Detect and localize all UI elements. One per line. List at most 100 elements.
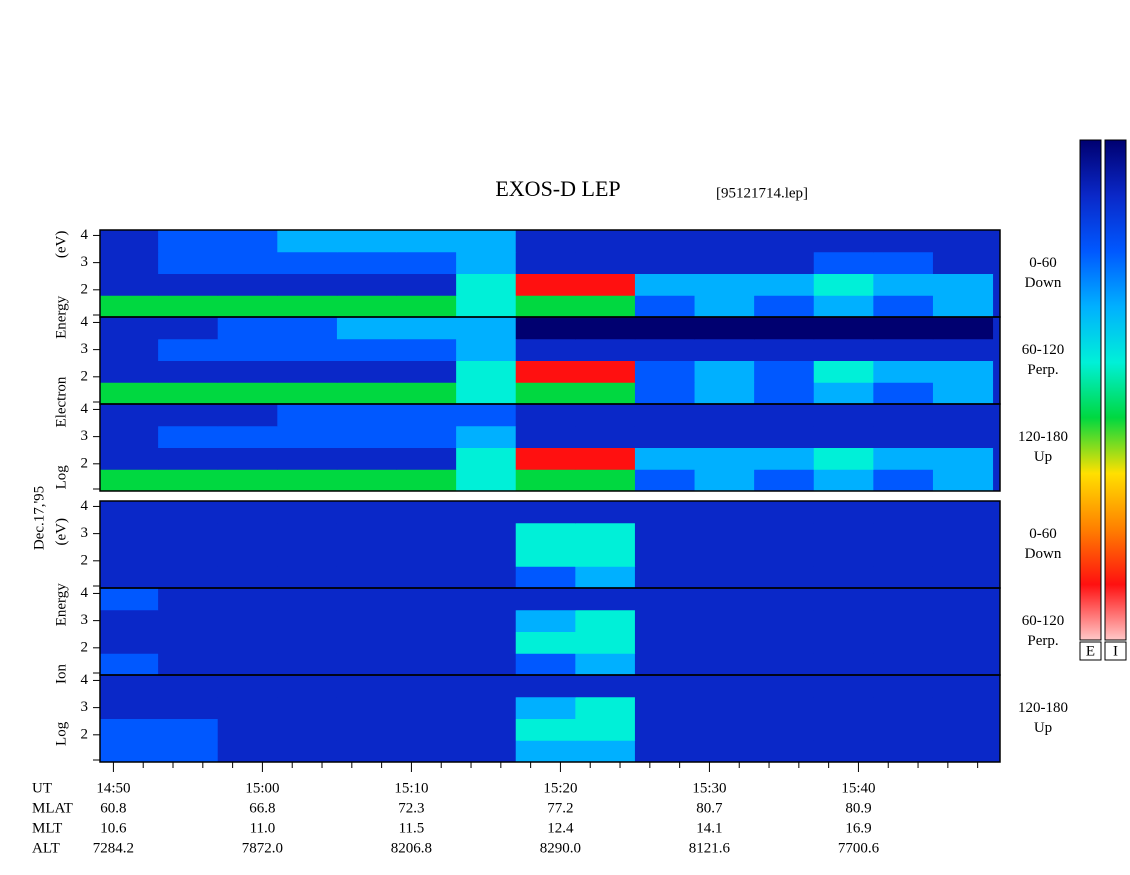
- ephemeris-row-label: MLAT: [32, 800, 73, 816]
- heatmap-cell: [217, 360, 278, 383]
- heatmap-cell: [575, 566, 636, 589]
- heatmap-cell: [158, 273, 219, 296]
- heatmap-cell: [456, 230, 517, 253]
- heatmap-cell: [575, 447, 636, 470]
- heatmap-cell: [575, 230, 636, 253]
- heatmap-cell: [277, 425, 338, 448]
- heatmap-cell: [873, 740, 934, 763]
- heatmap-cell: [100, 447, 159, 470]
- panel-label: 60-120: [1022, 613, 1065, 629]
- heatmap-cell: [634, 631, 696, 654]
- heatmap-cell: [813, 718, 874, 741]
- heatmap-cell: [932, 501, 994, 524]
- colorbar-label-box: [1079, 641, 1102, 661]
- y-tick-label: 4: [81, 672, 89, 688]
- heatmap-cell: [634, 273, 696, 296]
- colorbar-label: I: [1113, 643, 1118, 659]
- heatmap-cell: [634, 338, 696, 361]
- heatmap-cell: [873, 295, 934, 318]
- heatmap-cell: [515, 588, 576, 611]
- heatmap-cell: [515, 382, 576, 405]
- heatmap-cell: [932, 447, 994, 470]
- heatmap-cell: [100, 544, 159, 567]
- heatmap-cell: [277, 631, 338, 654]
- heatmap-cell: [158, 718, 219, 741]
- heatmap-cell: [158, 425, 219, 448]
- heatmap-cell: [694, 251, 755, 274]
- x-tick-label: 15:40: [841, 780, 875, 796]
- heatmap-cell: [813, 696, 874, 719]
- y-tick-label: 4: [81, 314, 89, 330]
- heatmap-cell: [634, 609, 696, 632]
- heatmap-cell: [217, 230, 278, 253]
- heatmap-cell: [277, 566, 338, 589]
- panel-label: Down: [1025, 275, 1062, 291]
- y-tick-label: 4: [81, 585, 89, 601]
- heatmap-cell: [456, 544, 517, 567]
- heatmap-cell: [158, 469, 219, 492]
- ephemeris-value: 7700.6: [838, 840, 880, 856]
- ephemeris-value: 14.1: [696, 820, 722, 836]
- y-tick-label: 3: [81, 341, 89, 357]
- heatmap-cell: [873, 230, 934, 253]
- heatmap-cell: [813, 740, 874, 763]
- heatmap-cell: [575, 404, 636, 427]
- heatmap-cell: [336, 295, 398, 318]
- heatmap-cell: [754, 317, 815, 340]
- ephemeris-value: 80.7: [696, 800, 723, 816]
- heatmap-cell: [456, 273, 517, 296]
- heatmap-cell: [277, 404, 338, 427]
- heatmap-cell: [336, 566, 398, 589]
- heatmap-cell: [634, 696, 696, 719]
- heatmap-cell: [754, 675, 815, 698]
- heatmap-cell: [277, 501, 338, 524]
- ephemeris-value: 7284.2: [93, 840, 134, 856]
- heatmap-cell: [515, 544, 576, 567]
- heatmap-cell: [873, 696, 934, 719]
- y-tick-label: 4: [81, 227, 89, 243]
- heatmap-cell: [932, 273, 994, 296]
- heatmap-cell: [456, 469, 517, 492]
- heatmap-cell: [217, 544, 278, 567]
- heatmap-cell: [694, 425, 755, 448]
- heatmap-cell: [100, 469, 159, 492]
- heatmap-cell: [336, 404, 398, 427]
- panel-label: Perp.: [1027, 633, 1058, 649]
- heatmap-cell: [217, 653, 278, 676]
- panel-label: 0-60: [1029, 255, 1057, 271]
- heatmap-cell: [515, 295, 576, 318]
- heatmap-cell: [158, 360, 219, 383]
- heatmap-cell: [277, 740, 338, 763]
- heatmap-cell: [158, 609, 219, 632]
- heatmap-cell: [456, 522, 517, 545]
- heatmap-cell: [873, 317, 934, 340]
- heatmap-cell: [396, 338, 457, 361]
- heatmap-cell: [515, 653, 576, 676]
- ephemeris-value: 8290.0: [540, 840, 581, 856]
- y-axis-label: Log Electron Energy (eV): [53, 231, 69, 490]
- heatmap-cell: [515, 718, 576, 741]
- heatmap-cell: [932, 360, 994, 383]
- panel-label: Down: [1025, 546, 1062, 562]
- heatmap-cell: [575, 696, 636, 719]
- panel-label: 120-180: [1018, 700, 1068, 716]
- ephemeris-row-label: MLT: [32, 820, 62, 836]
- heatmap-cell: [754, 740, 815, 763]
- heatmap-cell: [277, 251, 338, 274]
- ephemeris-value: 80.9: [845, 800, 871, 816]
- heatmap-cell: [873, 338, 934, 361]
- heatmap-cell: [813, 675, 874, 698]
- heatmap-cell: [100, 653, 159, 676]
- heatmap-cell: [932, 338, 994, 361]
- heatmap-cell: [813, 609, 874, 632]
- heatmap-cell: [158, 740, 219, 763]
- heatmap-cell: [396, 588, 457, 611]
- heatmap-cell: [277, 447, 338, 470]
- heatmap-cell: [932, 566, 994, 589]
- heatmap-cell: [754, 360, 815, 383]
- heatmap-cell: [217, 522, 278, 545]
- heatmap-cell: [456, 609, 517, 632]
- y-tick-label: 4: [81, 498, 89, 514]
- heatmap-cell: [932, 631, 994, 654]
